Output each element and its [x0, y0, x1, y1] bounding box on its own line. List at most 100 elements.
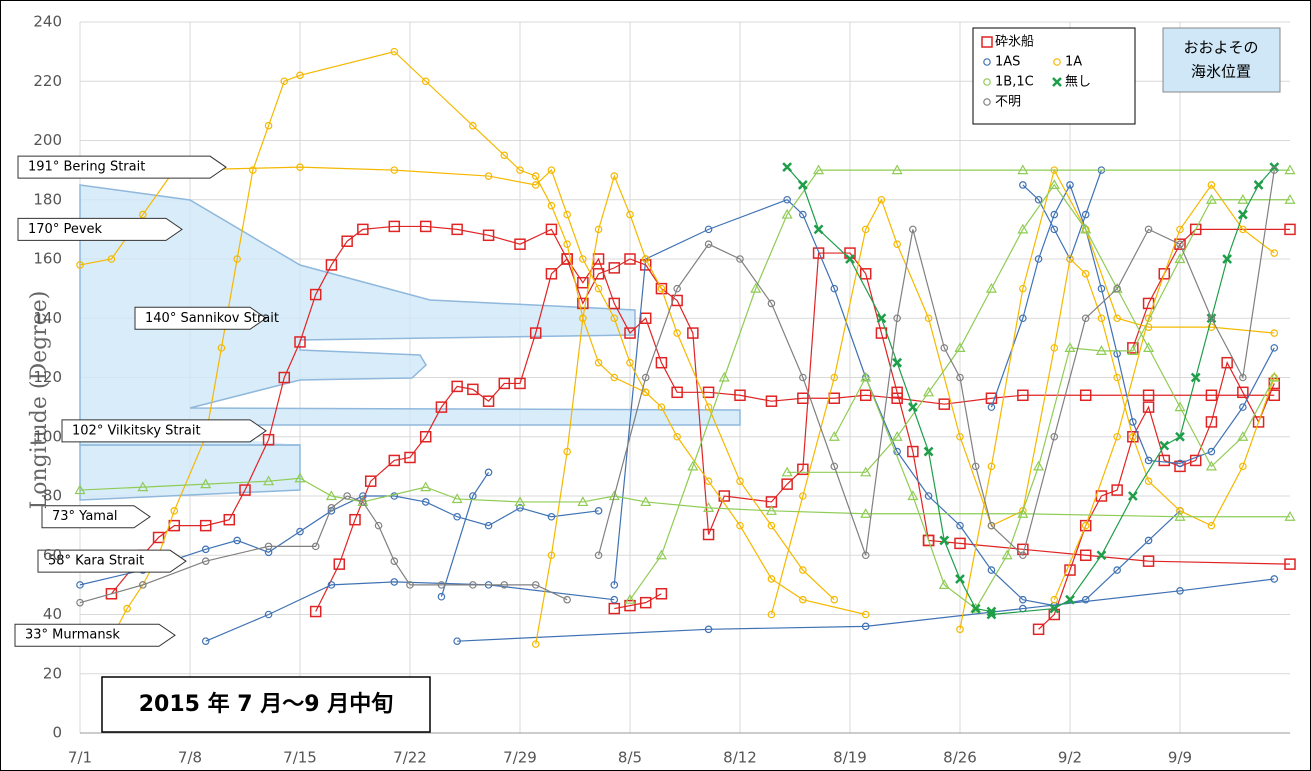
point: [1176, 240, 1184, 248]
series: [782, 162, 1280, 620]
y-tick-label: 220: [33, 72, 62, 90]
point: [1079, 519, 1092, 532]
point: [577, 297, 589, 310]
point: [500, 151, 509, 160]
point: [799, 595, 807, 604]
point: [547, 166, 556, 174]
point: [1176, 507, 1184, 515]
point: [639, 596, 652, 609]
point: [939, 535, 950, 546]
point: [1113, 566, 1121, 574]
point: [419, 431, 432, 443]
point: [812, 247, 825, 259]
point: [859, 268, 872, 280]
point: [767, 575, 776, 583]
point: [1019, 284, 1027, 293]
point: [673, 329, 681, 337]
point: [1270, 249, 1279, 257]
callout: [14, 623, 176, 647]
point: [987, 521, 996, 530]
point: [484, 521, 493, 530]
ice-box-text: 海氷位置: [1191, 63, 1251, 81]
point: [608, 297, 621, 310]
point: [1050, 595, 1059, 604]
point: [702, 528, 715, 541]
point: [374, 521, 383, 530]
point: [200, 478, 212, 489]
point: [594, 225, 603, 234]
ice-box: [1162, 27, 1281, 93]
point: [657, 284, 666, 293]
point: [1142, 401, 1155, 413]
point: [657, 403, 666, 411]
point: [1252, 416, 1265, 428]
year-box: [101, 676, 431, 733]
callout: [61, 419, 267, 443]
y-tick-label: 40: [43, 605, 62, 623]
point: [671, 294, 683, 307]
point: [797, 463, 809, 476]
legend-marker: [983, 58, 991, 66]
x-tick-label: 9/2: [1058, 749, 1082, 767]
point: [1270, 344, 1279, 352]
series: [76, 166, 1279, 607]
callout: [37, 549, 187, 573]
point: [624, 253, 636, 265]
track-line: [629, 169, 1290, 601]
point: [262, 433, 275, 446]
point: [861, 225, 870, 234]
point: [437, 581, 446, 589]
ice-box-text: おおよその: [1183, 39, 1258, 57]
point: [673, 284, 681, 293]
point: [76, 598, 84, 607]
track-line: [597, 170, 1275, 557]
point: [938, 579, 950, 589]
legend-marker: [1053, 58, 1061, 66]
y-tick-label: 200: [33, 131, 62, 149]
point: [469, 581, 477, 589]
callout-label: 140° Sannikov Strait: [145, 311, 279, 326]
legend-marker: [981, 36, 993, 48]
legend-label: 不明: [995, 95, 1021, 110]
y-tick-label: 20: [43, 664, 62, 682]
point: [704, 225, 713, 234]
track-line: [613, 199, 1181, 607]
point: [500, 581, 509, 589]
point: [1144, 456, 1153, 465]
point: [655, 356, 668, 369]
point: [624, 327, 636, 339]
year-text: 2015 年 7 月～9 月中旬: [139, 691, 393, 717]
x-tick-label: 9/9: [1168, 749, 1192, 767]
point: [1095, 345, 1107, 355]
track-line: [770, 198, 1275, 615]
point: [529, 327, 542, 339]
point: [1237, 209, 1248, 220]
callout-label: 33° Murmansk: [25, 628, 120, 643]
point: [1097, 284, 1106, 293]
track-line: [786, 166, 992, 613]
point: [956, 521, 964, 530]
point: [736, 255, 744, 263]
point: [1081, 521, 1090, 530]
point: [922, 534, 935, 547]
legend-label: 砕氷船: [995, 35, 1034, 50]
point: [907, 490, 919, 501]
y-tick-label: 140: [33, 309, 62, 327]
point: [1033, 460, 1045, 471]
point: [861, 622, 870, 631]
point: [924, 314, 933, 323]
x-tick-label: 8/5: [618, 749, 642, 767]
point: [909, 225, 917, 234]
point: [388, 220, 401, 233]
point: [325, 490, 337, 501]
point: [1017, 164, 1029, 175]
point: [891, 431, 903, 441]
track-line: [79, 166, 647, 393]
point: [924, 492, 933, 500]
point: [1144, 225, 1153, 234]
point: [1066, 255, 1074, 263]
point: [641, 388, 650, 397]
point: [734, 389, 746, 402]
point: [296, 71, 304, 80]
point: [1064, 342, 1076, 352]
